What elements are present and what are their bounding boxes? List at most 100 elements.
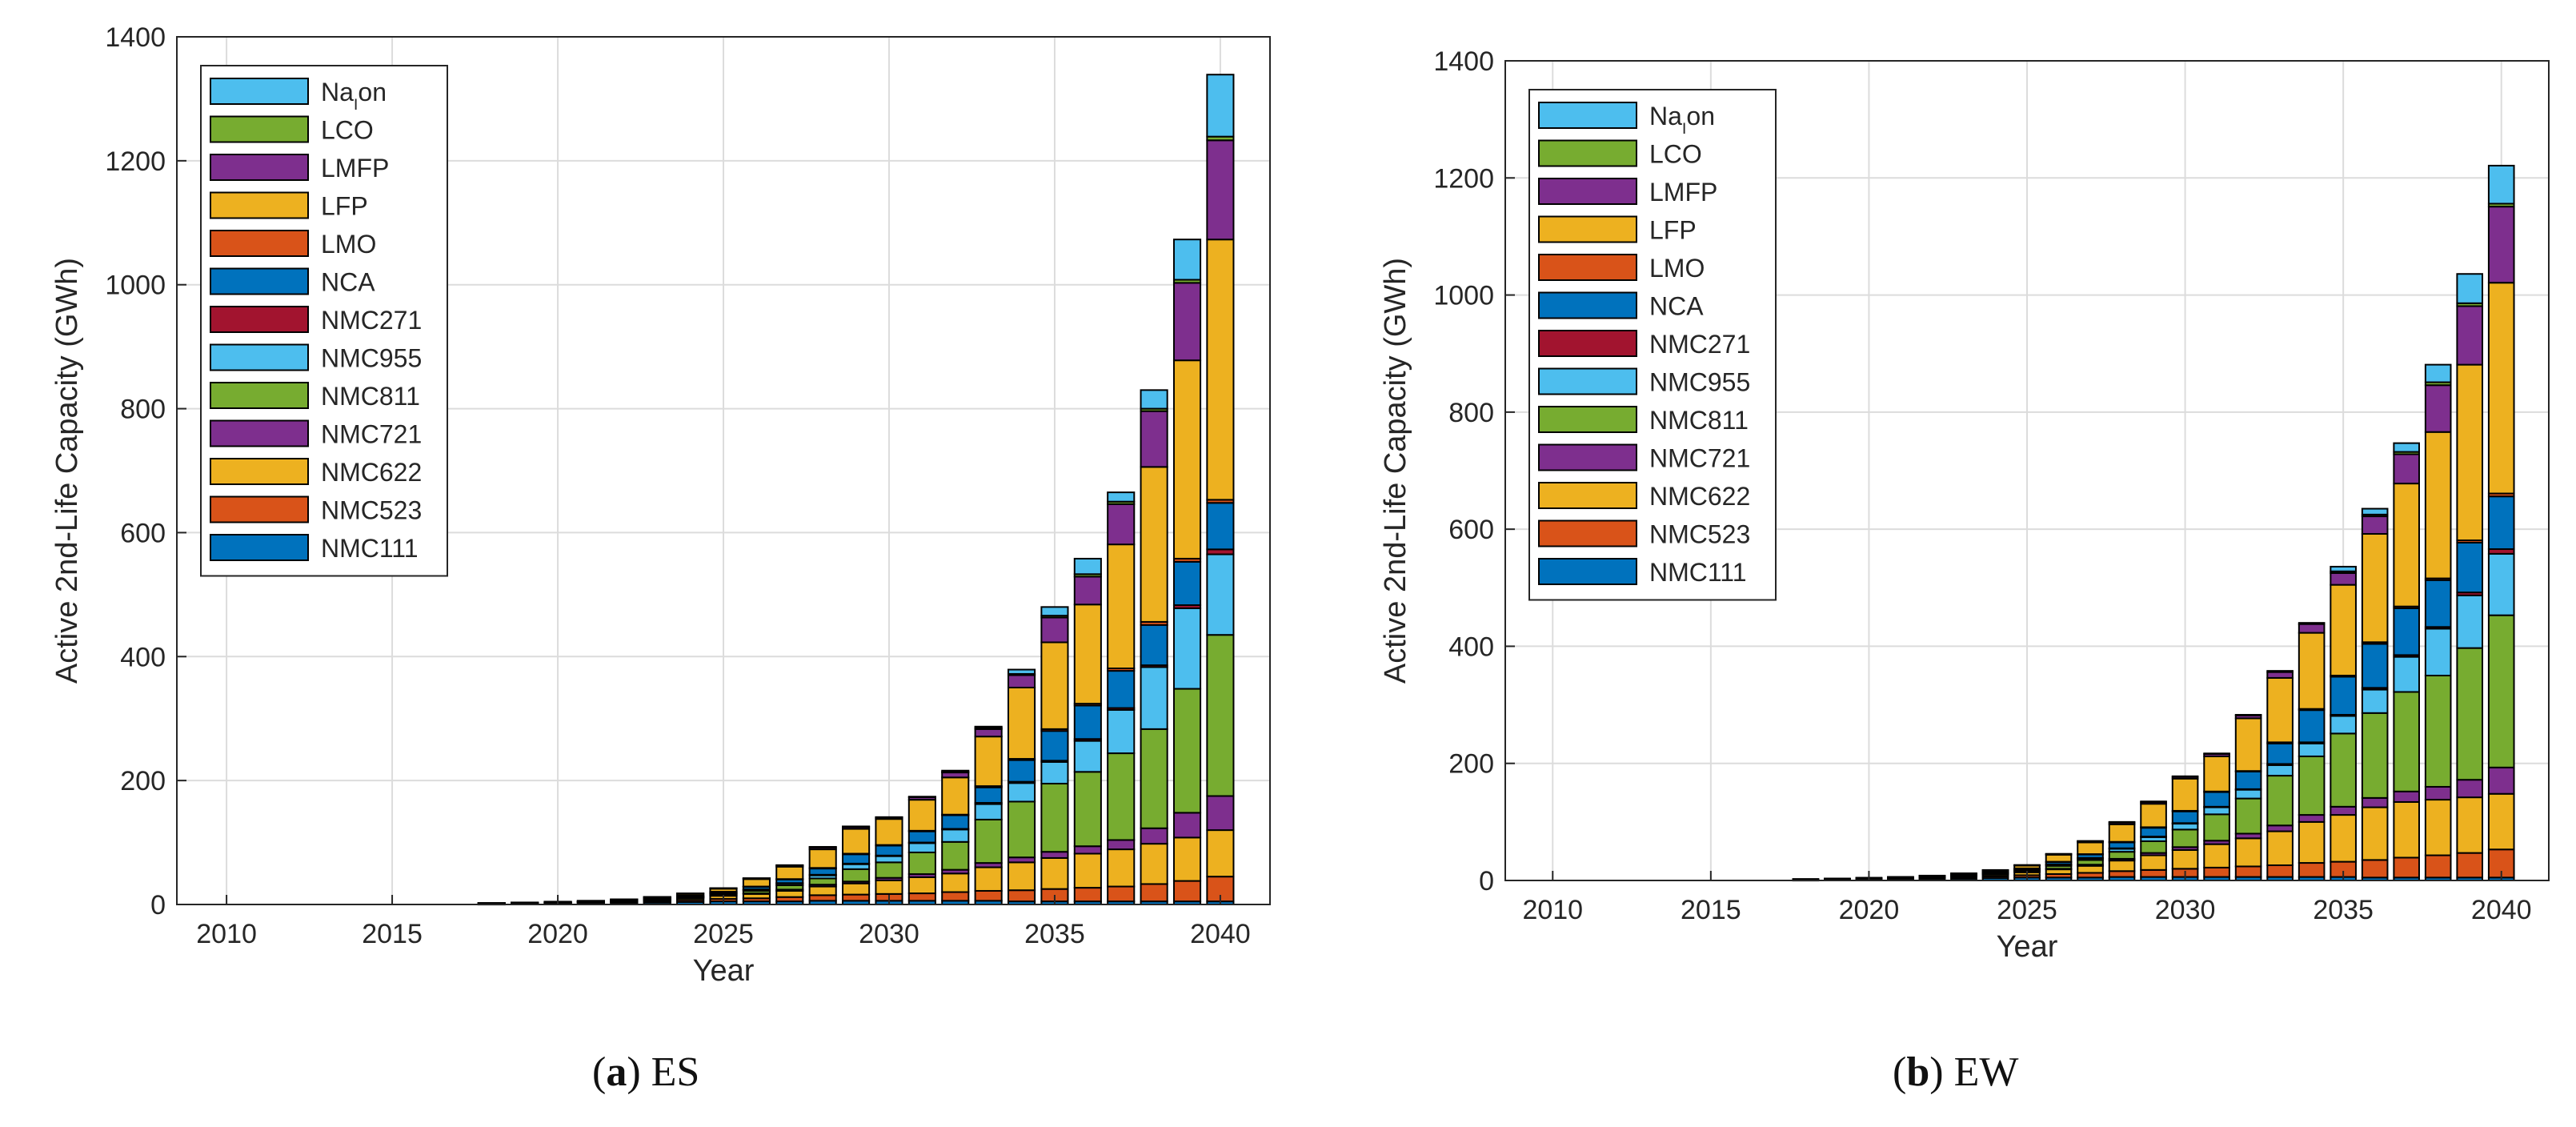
x-tick-label: 2035 [1024, 919, 1085, 949]
bar-nmc523-2036 [2361, 859, 2389, 879]
bar-lfp-2032 [2234, 717, 2262, 772]
bar-lco-2032 [2234, 714, 2262, 716]
bar-nca-2029 [842, 853, 871, 864]
y-tick-label: 1000 [105, 271, 166, 301]
caption-a-letter: a [606, 1049, 627, 1095]
chart-es: 2010 2015 2020 2025 2030 2035 2040 0 200 400 600 80… [50, 22, 1271, 988]
bar-lfp-2031 [907, 799, 936, 832]
bar-naion-2040 [1206, 74, 1235, 138]
bar-nca-2035 [1040, 730, 1069, 762]
bar-nmc721-2040 [2487, 766, 2515, 795]
legend-label-lfp: LFP [321, 192, 368, 221]
bar-nmc523-2029 [2140, 868, 2167, 878]
bar-lmfp-2036 [2361, 515, 2389, 535]
legend-label-nmc523: NMC523 [1649, 520, 1750, 549]
bar-nmc955-2037 [1107, 708, 1136, 755]
bar-naion-2038 [1140, 389, 1168, 410]
bar-nmc811-2039 [1172, 688, 1202, 814]
bar-lfp-2037 [1107, 543, 1136, 669]
bar-lfp-2033 [2266, 676, 2294, 744]
bar-nmc721-2033 [2266, 824, 2294, 832]
legend-label-nmc111: NMC111 [1649, 558, 1747, 587]
bar-naion-2038 [2424, 363, 2452, 383]
legend-label-nmc622: NMC622 [321, 458, 422, 487]
legend-swatch-lco [1538, 139, 1637, 167]
y-tick-label: 0 [1479, 866, 1494, 896]
bar-lco-2019 [511, 901, 539, 904]
bar-nmc721-2039 [2456, 779, 2484, 799]
bar-nca-2032 [941, 814, 970, 830]
bar-lmfp-2038 [2424, 384, 2452, 433]
legend-swatch-naion [1538, 102, 1637, 129]
bar-lco-2026 [2045, 852, 2073, 856]
bar-lmfp-2039 [1172, 282, 1202, 362]
bar-nca-2029 [2140, 827, 2167, 838]
bar-lfp-2030 [875, 818, 903, 846]
x-tick-label: 2010 [1522, 895, 1583, 925]
bar-nca-2028 [808, 868, 837, 876]
bar-nmc811-2037 [2393, 691, 2420, 792]
x-tick-label: 2030 [2155, 895, 2216, 925]
bar-lfp-2037 [2393, 483, 2420, 608]
bar-nmc622-2027 [2077, 864, 2104, 874]
bar-nmc811-2034 [1007, 800, 1036, 859]
bar-nca-2030 [2171, 810, 2199, 824]
legend-label-lco: LCO [1649, 140, 1702, 169]
bar-nmc523-2031 [2203, 866, 2230, 878]
bar-nmc955-2033 [974, 803, 1003, 820]
legend-swatch-nmc622 [210, 458, 309, 485]
bar-lfp-2026 [742, 878, 771, 888]
bar-nmc955-2034 [2298, 742, 2326, 757]
bar-nmc523-2037 [1107, 885, 1136, 903]
legend-swatch-nmc622 [1538, 482, 1637, 509]
bar-naion-2039 [1172, 239, 1202, 281]
y-tick-label: 0 [150, 890, 166, 920]
bar-lfp-2038 [1140, 466, 1168, 623]
legend-label-lco: LCO [321, 116, 374, 145]
bar-naion-2034 [1007, 668, 1036, 675]
bar-nmc955-2036 [2361, 688, 2389, 714]
bar-nmc811-2037 [1107, 752, 1136, 841]
bar-lco-2030 [875, 816, 903, 819]
bar-naion-2037 [1107, 491, 1136, 503]
bar-nmc523-2037 [2393, 856, 2420, 879]
bar-nmc523-2034 [2298, 862, 2326, 878]
bar-nmc811-2036 [1073, 771, 1102, 848]
legend-swatch-nmc523 [210, 495, 309, 523]
bar-lmfp-2035 [2330, 572, 2357, 586]
bar-nmc955-2038 [1140, 666, 1168, 730]
legend-swatch-nmc811 [210, 382, 309, 409]
chart-b-ticks: 2010 2015 2020 2025 2030 2035 2040 0 200 400 600 80… [1433, 46, 2531, 925]
bar-lmfp-2034 [1007, 674, 1036, 688]
bar-nmc811-2038 [2424, 675, 2452, 788]
bar-nmc811-2035 [1040, 783, 1069, 853]
y-tick-label: 1000 [1433, 281, 1494, 311]
x-tick-label: 2010 [196, 919, 257, 949]
bar-nmc955-2032 [2234, 788, 2262, 800]
bar-naion-2039 [2456, 273, 2484, 304]
bar-nmc955-2035 [1040, 760, 1069, 785]
bar-lco-2023 [1950, 872, 1977, 875]
x-tick-label: 2020 [1839, 895, 1900, 925]
bar-lfp-2040 [2487, 282, 2515, 495]
bar-nmc622-2036 [2361, 806, 2389, 861]
legend-swatch-nmc271 [1538, 330, 1637, 357]
bar-nmc523-2032 [941, 891, 970, 902]
bar-nmc523-2033 [2266, 864, 2294, 878]
legend-swatch-nmc811 [1538, 406, 1637, 433]
bar-lmfp-2037 [2393, 453, 2420, 485]
bar-naion-2033 [974, 725, 1003, 729]
bar-nmc955-2031 [907, 842, 936, 853]
bar-nca-2036 [1073, 704, 1102, 740]
legend-label-nmc622: NMC622 [1649, 482, 1750, 511]
bar-nmc622-2031 [2203, 843, 2230, 868]
bar-nmc523-2028 [808, 894, 837, 902]
bar-lco-2033 [2266, 670, 2294, 673]
bar-naion-2037 [2393, 442, 2420, 453]
legend-label-lmfp: LMFP [1649, 178, 1717, 207]
bar-nmc955-2032 [941, 828, 970, 843]
legend-swatch-nmc721 [1538, 443, 1637, 471]
legend-swatch-naion [210, 78, 309, 105]
bar-lfp-2034 [2298, 632, 2326, 710]
bar-nmc811-2040 [2487, 614, 2515, 768]
